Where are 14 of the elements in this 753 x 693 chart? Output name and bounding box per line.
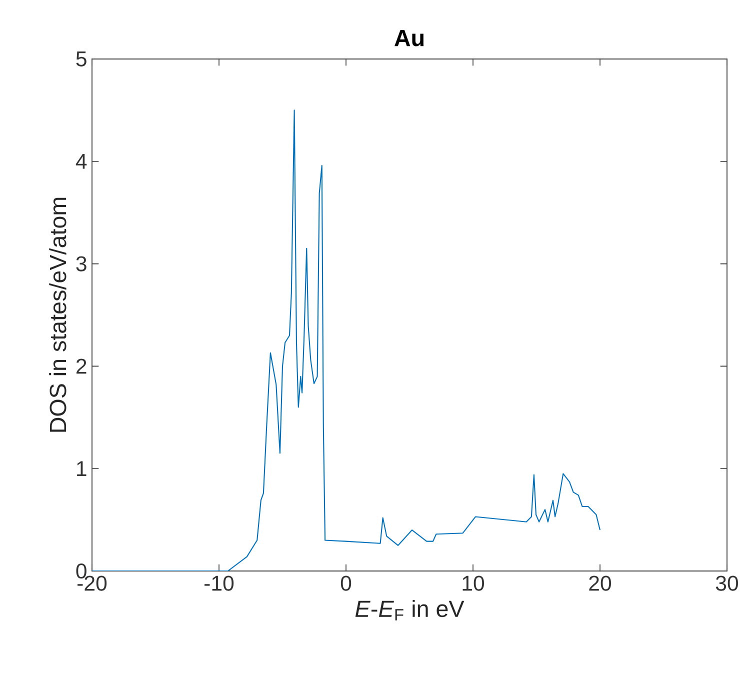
y-tick-label: 1 bbox=[77, 461, 86, 476]
x-tick-label: 10 bbox=[462, 576, 484, 591]
x-tick-label: 20 bbox=[589, 576, 612, 591]
y-axis-title: DOS in states/eV/atom bbox=[49, 198, 66, 432]
x-tick-label: -10 bbox=[204, 576, 234, 591]
x-tick-label: 0 bbox=[340, 576, 352, 591]
y-tick-label: 5 bbox=[76, 52, 86, 66]
y-tick-label: 4 bbox=[76, 154, 87, 169]
x-axis-title: E-E$_{F}$ in eV bbox=[355, 600, 464, 620]
y-tick-label: 3 bbox=[76, 256, 86, 272]
x-tick-label: 30 bbox=[716, 576, 738, 591]
y-tick-label: 2 bbox=[76, 358, 86, 374]
chart-title: Au bbox=[394, 30, 424, 46]
line-series bbox=[92, 110, 601, 571]
